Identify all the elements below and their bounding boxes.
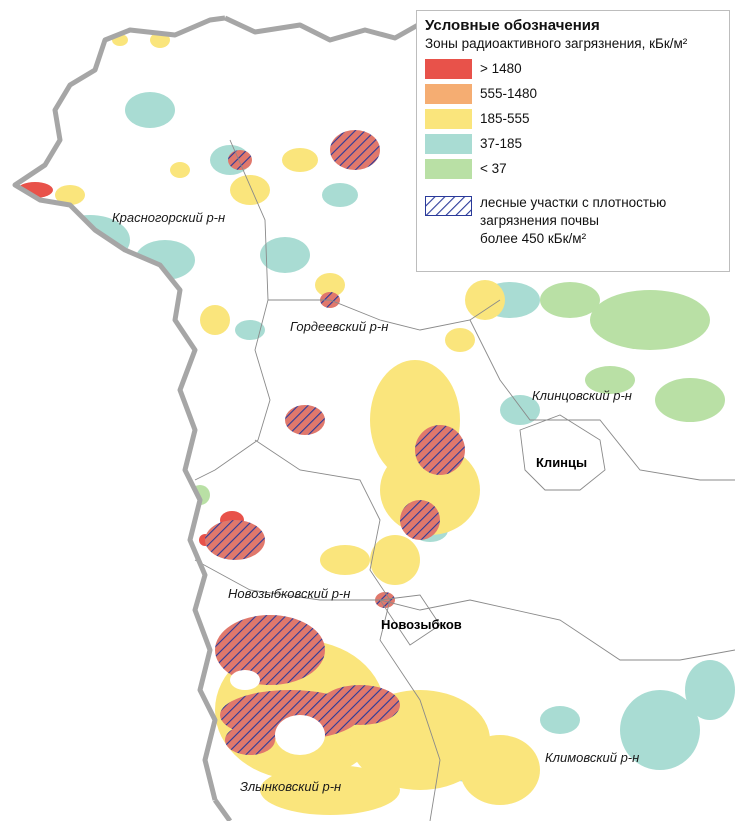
legend-swatch-37-185: [425, 133, 472, 154]
legend-forest-line-2: загрязнения почвы: [480, 213, 599, 228]
district-label-klintsovsky: Клинцовский р-н: [532, 388, 632, 403]
region-border: [12, 15, 420, 821]
district-label-gordeevsky: Гордеевский р-н: [290, 319, 388, 334]
legend-label: 555-1480: [480, 86, 538, 101]
district-label-klimovsky: Климовский р-н: [545, 750, 639, 765]
contamination-zones: [17, 32, 735, 815]
legend-forest-line-3: более 450 кБк/м²: [480, 231, 587, 246]
legend-forest-line-1: лесные участки с плотностью: [480, 195, 667, 210]
legend-item: 185-555: [425, 107, 721, 130]
legend-forest-text: лесные участки с плотностью загрязнения …: [480, 194, 666, 248]
legend-label: 37-185: [480, 136, 523, 151]
legend-swatch-forest-hatch: [425, 196, 472, 216]
legend-swatch-555-1480: [425, 83, 472, 104]
district-label-novozybkovsky: Новозыбковский р-н: [228, 586, 350, 601]
legend-label: 185-555: [480, 111, 530, 126]
legend-item-forest: лесные участки с плотностью загрязнения …: [425, 194, 721, 248]
legend-label: > 1480: [480, 61, 522, 76]
district-label-zlynkovsky: Злынковский р-н: [240, 779, 341, 794]
map-legend: Условные обозначения Зоны радиоактивного…: [416, 10, 730, 272]
city-label-klintsy: Клинцы: [536, 455, 587, 470]
forest-hatched-areas: [205, 130, 465, 755]
legend-item: > 1480: [425, 57, 721, 80]
legend-item: < 37: [425, 157, 721, 180]
legend-title: Условные обозначения: [425, 17, 600, 34]
water-bodies: [230, 415, 605, 755]
legend-label: < 37: [480, 161, 507, 176]
city-label-novozybkov: Новозыбков: [381, 617, 462, 632]
legend-item: 555-1480: [425, 82, 721, 105]
legend-subtitle: Зоны радиоактивного загрязнения, кБк/м²: [425, 36, 688, 51]
zone-lt-37: [190, 282, 725, 505]
legend-swatch-185-555: [425, 108, 472, 129]
district-borders: [194, 139, 735, 821]
legend-swatch-lt-37: [425, 158, 472, 179]
legend-item: 37-185: [425, 132, 721, 155]
district-label-krasnogorsky: Красногорский р-н: [112, 210, 225, 225]
legend-swatch-gt-1480: [425, 58, 472, 79]
